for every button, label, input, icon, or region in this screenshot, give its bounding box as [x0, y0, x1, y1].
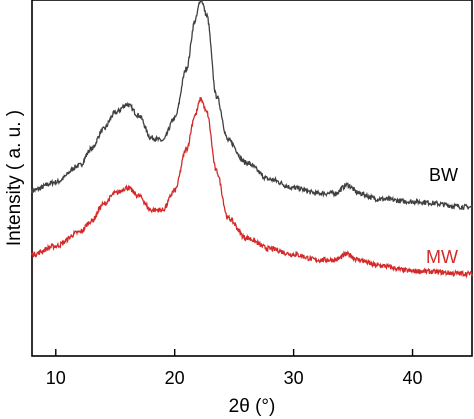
y-axis-label: Intensity ( a. u. ) — [4, 110, 25, 246]
x-tick-label-30: 30 — [284, 368, 304, 388]
series-group — [31, 0, 473, 279]
x-tick-label-10: 10 — [46, 368, 66, 388]
series-bw-line — [31, 0, 473, 211]
plot-frame — [31, 0, 473, 357]
series-label-mw: MW — [426, 247, 458, 267]
x-axis-ticks: 10 20 30 40 — [46, 349, 423, 388]
series-label-bw: BW — [429, 165, 458, 185]
x-axis-label: 2θ (°) — [229, 396, 276, 417]
series-labels: BW MW — [426, 165, 458, 267]
x-tick-label-20: 20 — [165, 368, 185, 388]
x-tick-label-40: 40 — [403, 368, 423, 388]
series-mw-line — [31, 97, 473, 279]
